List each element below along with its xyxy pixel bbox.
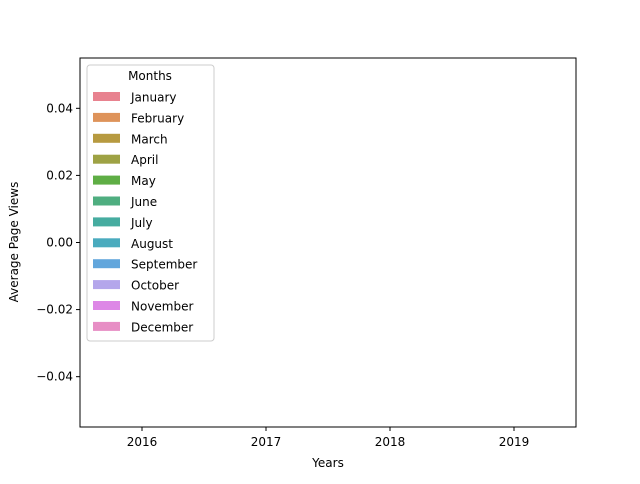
y-axis-ticks: −0.04 −0.02 0.00 0.02 0.04 [36,101,80,384]
legend-entry-label: March [131,132,168,146]
legend-entry-label: December [131,320,193,334]
legend-swatch [93,154,120,164]
legend-swatch [93,92,120,101]
legend-swatch [93,321,120,331]
y-axis-label: Average Page Views [7,182,21,303]
legend-entry-label: September [131,258,197,272]
legend-title: Months [128,69,172,83]
legend-swatch [93,112,120,122]
legend-swatch [93,217,120,227]
legend-swatch [93,238,120,248]
y-tick-label: 0.00 [46,236,73,250]
legend-swatch [93,280,120,290]
legend: Months JanuaryFebruaryMarchAprilMayJuneJ… [86,64,215,342]
legend-entry-label: August [131,237,173,251]
legend-swatch [93,259,120,269]
legend-entry-label: June [130,195,157,209]
x-tick-label: 2018 [375,435,406,449]
legend-entry-label: January [130,91,177,105]
legend-entry-label: October [131,279,179,293]
x-axis-ticks: 2016 2017 2018 2019 [127,427,530,449]
legend-swatch [93,133,120,143]
legend-entries: January February March April May June July Augu… [93,91,197,334]
legend-entry-label: November [131,300,193,314]
y-tick-label: −0.02 [36,303,73,317]
x-tick-label: 2017 [251,435,282,449]
legend-swatch [93,196,120,206]
y-tick-label: 0.04 [46,101,73,115]
legend-entry-label: July [130,216,153,230]
y-tick-label: −0.04 [36,370,73,384]
x-tick-label: 2019 [499,435,530,449]
legend-entry-label: February [131,111,184,125]
x-tick-label: 2016 [127,435,158,449]
y-tick-label: 0.02 [46,168,73,182]
legend-entry-label: April [131,153,158,167]
legend-entry-label: May [131,174,156,188]
plot-area-frame [79,57,577,428]
x-axis-label: Years [311,456,344,470]
legend-swatch [93,301,120,310]
legend-swatch [93,175,120,185]
